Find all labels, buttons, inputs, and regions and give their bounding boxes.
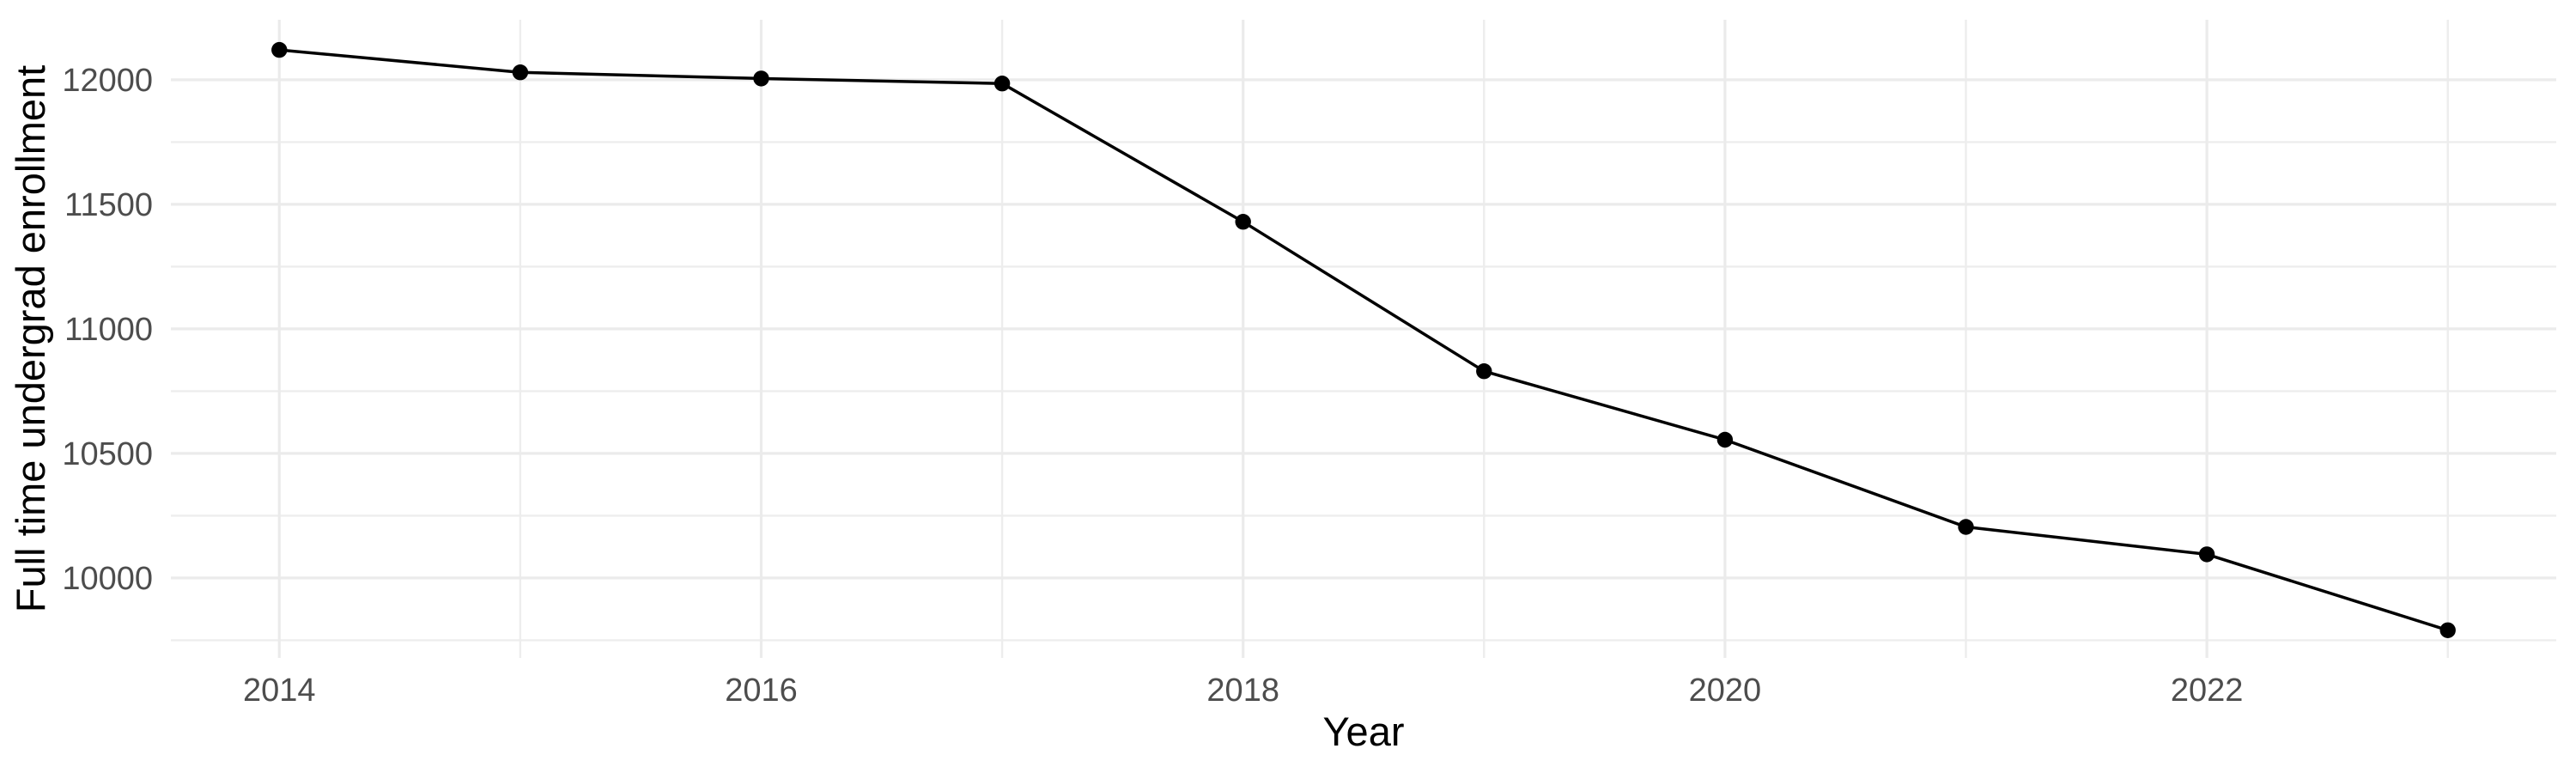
data-point [1958, 519, 1974, 535]
data-point [1476, 363, 1492, 380]
data-point [2439, 622, 2456, 638]
y-axis-title: Full time undergrad enrollment [8, 65, 53, 612]
x-tick-label: 2020 [1689, 673, 1762, 709]
x-tick-label: 2022 [2171, 673, 2244, 709]
y-tick-label: 11000 [64, 312, 153, 348]
data-point [512, 64, 529, 81]
y-axis-tick-labels: 10000 10500 11000 11500 12000 [62, 63, 153, 597]
x-axis-tick-labels: 2014 2016 2018 2020 2022 [243, 673, 2243, 709]
data-point [2198, 546, 2215, 563]
data-point [1716, 431, 1734, 448]
x-tick-label: 2014 [243, 673, 316, 709]
x-axis-title: Year [1323, 709, 1405, 754]
data-point [753, 70, 769, 87]
minor-gridlines [171, 20, 2556, 658]
x-tick-label: 2016 [725, 673, 798, 709]
data-point [993, 76, 1011, 92]
major-gridlines [171, 20, 2556, 658]
enrollment-line [279, 48, 2449, 632]
y-tick-label: 10500 [62, 436, 153, 472]
data-series-points [271, 41, 2456, 638]
y-tick-label: 10000 [62, 561, 153, 597]
y-tick-label: 12000 [62, 63, 153, 99]
data-point [1235, 214, 1251, 230]
y-tick-label: 11500 [64, 187, 153, 223]
data-point [271, 41, 288, 58]
x-tick-label: 2018 [1206, 673, 1279, 709]
data-series-line [279, 48, 2449, 632]
